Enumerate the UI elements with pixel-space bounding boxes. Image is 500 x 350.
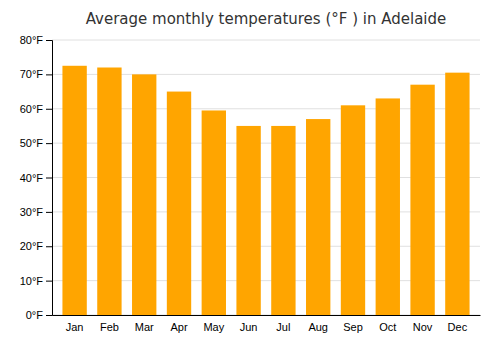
chart: 0°F 10°F 20°F 30°F 40°F 50°F 60°F 70°F 80°F Jan Fe… <box>0 0 500 350</box>
x-tick-label: Mar <box>135 321 154 333</box>
x-tick: Feb <box>100 321 119 333</box>
y-tick: 40°F <box>20 172 52 184</box>
bar <box>132 74 156 315</box>
x-tick: Mar <box>135 321 154 333</box>
x-tick: Oct <box>379 321 396 333</box>
bar <box>445 73 469 315</box>
y-tick-label: 0°F <box>26 309 44 321</box>
grid-line <box>52 40 480 41</box>
x-tick-label: Jan <box>66 321 84 333</box>
y-tick-mark <box>46 109 52 110</box>
x-tick-label: Nov <box>413 321 433 333</box>
bar <box>376 98 400 315</box>
x-axis-line <box>53 315 481 316</box>
y-tick: 80°F <box>20 34 52 46</box>
y-tick-label: 40°F <box>20 172 44 184</box>
x-tick-label: Sep <box>343 321 363 333</box>
x-tick-label: May <box>203 321 224 333</box>
y-tick-mark <box>46 143 52 144</box>
bar <box>410 85 434 315</box>
y-tick: 10°F <box>20 275 52 287</box>
bar <box>97 68 121 316</box>
x-tick: May <box>203 321 224 333</box>
title: Average monthly temperatures (°F ) in Ad… <box>86 10 447 28</box>
x-tick: Jul <box>276 321 290 333</box>
x-tick: Jan <box>66 321 84 333</box>
grid <box>52 40 480 315</box>
y-tick-mark <box>46 281 52 282</box>
bar <box>271 126 295 315</box>
x-tick: Nov <box>413 321 433 333</box>
y-tick-label: 50°F <box>20 137 44 149</box>
y-tick-mark <box>46 40 52 41</box>
bar <box>202 110 226 315</box>
y-axis-line <box>46 41 53 316</box>
y-tick: 50°F <box>20 137 52 149</box>
y-tick-mark <box>46 178 52 179</box>
y-tick-mark <box>46 315 52 316</box>
y-axis: 0°F 10°F 20°F 30°F 40°F 50°F 60°F 70°F 80°F <box>20 34 53 321</box>
y-tick-mark <box>46 246 52 247</box>
x-tick-label: Aug <box>308 321 328 333</box>
bar <box>62 66 86 315</box>
x-tick: Jun <box>240 321 258 333</box>
bar <box>167 92 191 315</box>
x-axis: Jan Feb Mar Apr May Jun Jul Aug Sep Oct Nov Dec <box>53 316 481 333</box>
y-tick-mark <box>46 212 52 213</box>
x-tick: Aug <box>308 321 328 333</box>
y-tick: 20°F <box>20 240 52 252</box>
y-tick: 30°F <box>20 206 52 218</box>
x-tick: Apr <box>170 321 187 333</box>
x-tick: Sep <box>343 321 363 333</box>
y-tick-label: 80°F <box>20 34 44 46</box>
x-tick: Dec <box>448 321 468 333</box>
y-tick-label: 20°F <box>20 240 44 252</box>
y-tick: 0°F <box>26 309 52 321</box>
x-tick-label: Apr <box>170 321 187 333</box>
y-tick-mark <box>46 74 52 75</box>
x-tick-label: Feb <box>100 321 119 333</box>
y-tick: 70°F <box>20 68 52 80</box>
x-tick-label: Oct <box>379 321 396 333</box>
x-tick-label: Jun <box>240 321 258 333</box>
y-tick: 60°F <box>20 103 52 115</box>
bar <box>341 105 365 315</box>
bars <box>62 66 469 315</box>
x-tick-label: Dec <box>448 321 468 333</box>
y-tick-label: 10°F <box>20 275 44 287</box>
y-tick-label: 30°F <box>20 206 44 218</box>
x-tick-label: Jul <box>276 321 290 333</box>
y-tick-label: 70°F <box>20 68 44 80</box>
bar <box>236 126 260 315</box>
bar <box>306 119 330 315</box>
plot: 0°F 10°F 20°F 30°F 40°F 50°F 60°F 70°F 80°F Jan Fe… <box>20 34 481 333</box>
y-tick-label: 60°F <box>20 103 44 115</box>
